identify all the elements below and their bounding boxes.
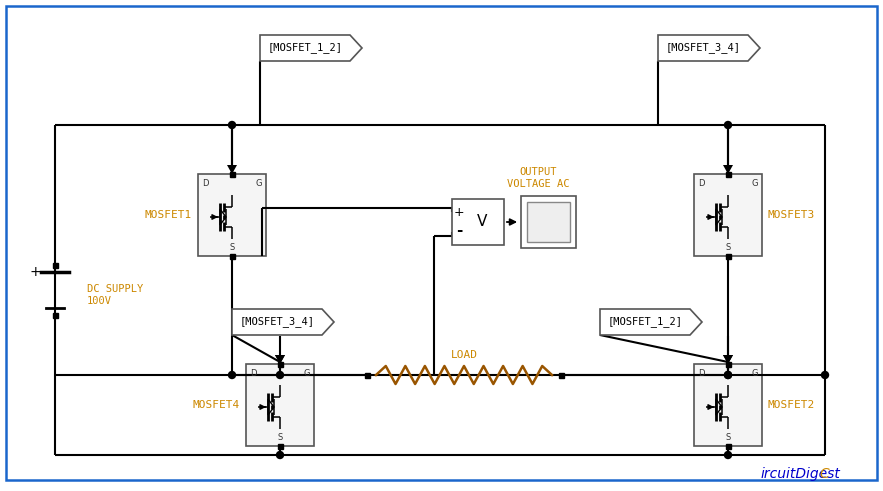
FancyArrowPatch shape: [708, 215, 713, 219]
Polygon shape: [227, 165, 237, 174]
Text: [MOSFET_1_2]: [MOSFET_1_2]: [608, 317, 683, 327]
Text: G: G: [751, 369, 758, 378]
FancyArrowPatch shape: [212, 215, 217, 219]
Text: OUTPUT
VOLTAGE AC: OUTPUT VOLTAGE AC: [507, 167, 570, 189]
FancyArrowPatch shape: [507, 219, 515, 225]
Text: ircuitDigest: ircuitDigest: [760, 467, 840, 481]
Polygon shape: [600, 309, 702, 335]
Text: DC SUPPLY
100V: DC SUPPLY 100V: [87, 284, 143, 306]
Text: G: G: [256, 179, 262, 188]
Bar: [559, 373, 563, 378]
Text: S: S: [230, 243, 235, 251]
Text: [MOSFET_1_2]: [MOSFET_1_2]: [268, 43, 343, 54]
Text: [MOSFET_3_4]: [MOSFET_3_4]: [239, 317, 314, 327]
Bar: [52, 312, 57, 318]
Circle shape: [276, 452, 283, 459]
Bar: [694, 364, 762, 446]
Text: G: G: [304, 369, 310, 378]
FancyArrowPatch shape: [708, 405, 713, 409]
Text: D: D: [698, 179, 705, 188]
Circle shape: [229, 121, 236, 129]
Circle shape: [276, 372, 283, 379]
Polygon shape: [260, 35, 362, 61]
Text: C: C: [819, 467, 829, 481]
Text: MOSFET2: MOSFET2: [768, 400, 815, 410]
Text: D: D: [201, 179, 208, 188]
Polygon shape: [232, 309, 334, 335]
Text: [MOSFET_3_4]: [MOSFET_3_4]: [666, 43, 741, 54]
Bar: [277, 361, 283, 366]
Text: D: D: [698, 369, 705, 378]
Circle shape: [724, 121, 731, 129]
Bar: [246, 364, 314, 446]
Polygon shape: [723, 355, 733, 364]
Polygon shape: [275, 355, 285, 364]
Bar: [694, 174, 762, 256]
Polygon shape: [723, 165, 733, 174]
Text: MOSFET3: MOSFET3: [768, 210, 815, 220]
Circle shape: [724, 372, 731, 379]
Bar: [726, 171, 730, 176]
Bar: [726, 361, 730, 366]
Bar: [526, 202, 570, 242]
Bar: [365, 373, 369, 378]
Polygon shape: [275, 355, 285, 364]
Text: -: -: [456, 223, 462, 239]
FancyArrowPatch shape: [260, 405, 265, 409]
Bar: [726, 443, 730, 448]
Text: +: +: [29, 265, 41, 279]
Text: V: V: [477, 215, 487, 229]
Text: D: D: [250, 369, 256, 378]
Bar: [452, 199, 504, 245]
Bar: [230, 171, 235, 176]
Text: MOSFET1: MOSFET1: [145, 210, 192, 220]
Circle shape: [724, 372, 731, 379]
Bar: [520, 196, 576, 248]
Text: LOAD: LOAD: [450, 350, 478, 360]
Bar: [198, 174, 266, 256]
Text: S: S: [725, 243, 730, 251]
Circle shape: [724, 452, 731, 459]
Bar: [52, 263, 57, 268]
Circle shape: [229, 372, 236, 379]
Polygon shape: [723, 355, 733, 364]
Text: S: S: [277, 433, 283, 441]
Circle shape: [821, 372, 828, 379]
Text: +: +: [454, 207, 464, 219]
Bar: [277, 443, 283, 448]
FancyBboxPatch shape: [6, 6, 877, 480]
Text: G: G: [751, 179, 758, 188]
Text: MOSFET4: MOSFET4: [192, 400, 240, 410]
Text: S: S: [725, 433, 730, 441]
Polygon shape: [658, 35, 760, 61]
Bar: [230, 253, 235, 258]
Bar: [726, 253, 730, 258]
